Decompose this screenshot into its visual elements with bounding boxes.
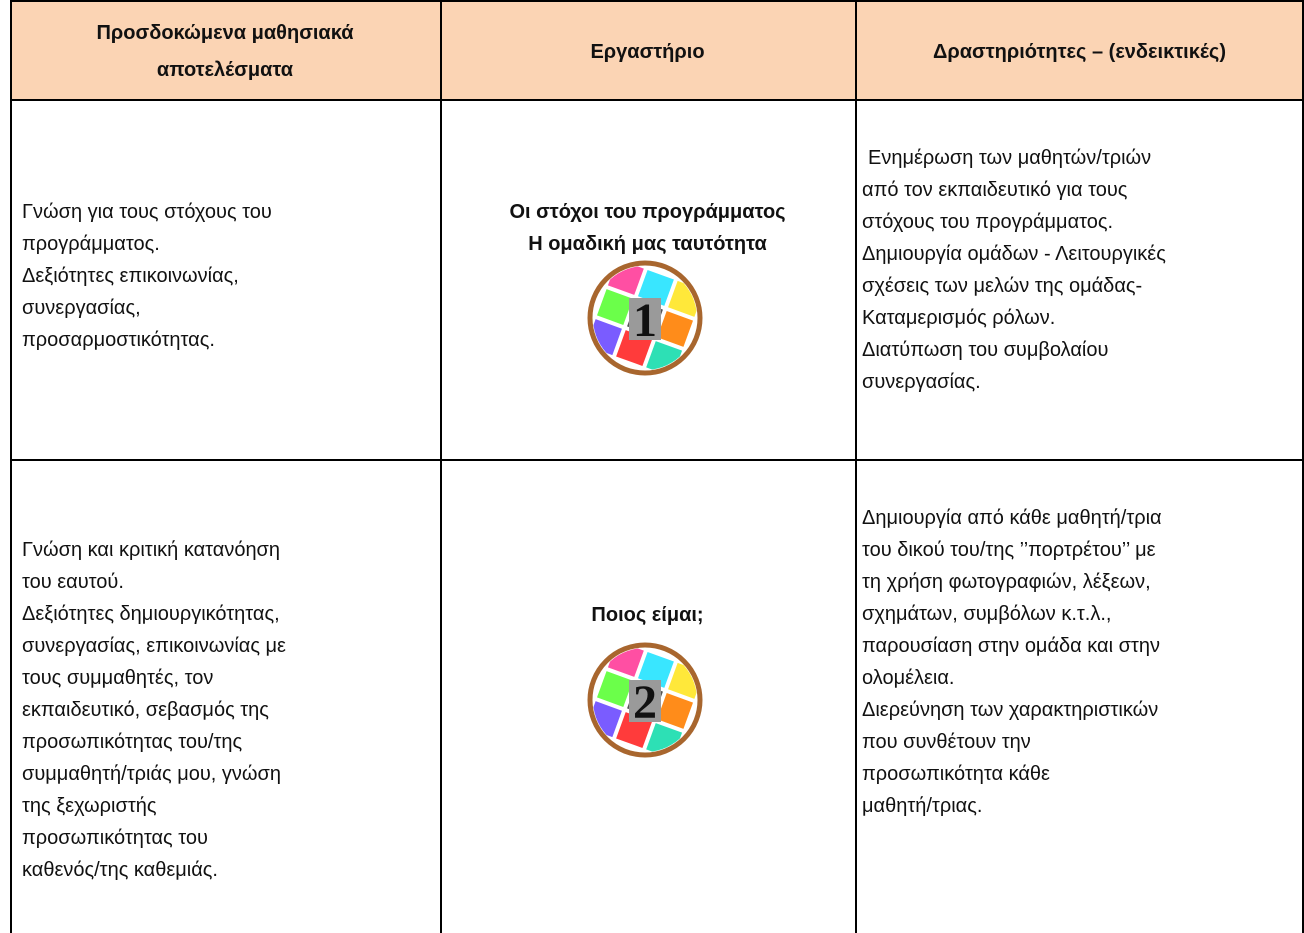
activity-text: μαθητή/τριας. bbox=[862, 795, 983, 817]
header-text: Δραστηριότητες – (ενδεικτικές) bbox=[933, 41, 1226, 63]
cube-icon: 2 bbox=[586, 641, 704, 759]
activity-text: παρουσίαση στην ομάδα και στην bbox=[862, 635, 1160, 657]
outcome-text: του εαυτού. bbox=[22, 571, 124, 593]
outcome-text: συνεργασίας, επικοινωνίας με bbox=[22, 635, 286, 657]
outcome-text: εκπαιδευτικό, σεβασμός της bbox=[22, 699, 269, 721]
activity-text: Διερεύνηση των χαρακτηριστικών bbox=[862, 699, 1159, 721]
outcome-text: προγράμματος. bbox=[22, 233, 160, 255]
border bbox=[10, 0, 1304, 2]
border bbox=[10, 459, 1304, 461]
activity-text: Διατύπωση του συμβολαίου bbox=[862, 339, 1109, 361]
activity-text: συνεργασίας. bbox=[862, 371, 981, 393]
activity-text: στόχους του προγράμματος. bbox=[862, 211, 1114, 233]
activity-text: Δημιουργία από κάθε μαθητή/τρια bbox=[862, 507, 1162, 529]
workshop-number: 2 bbox=[633, 676, 657, 729]
outcome-text: συμμαθητή/τριάς μου, γνώση bbox=[22, 763, 281, 785]
header-text: Προσδοκώμενα μαθησιακά bbox=[96, 22, 354, 44]
outcome-text: Δεξιότητες δημιουργικότητας, bbox=[22, 603, 280, 625]
outcome-text: Δεξιότητες επικοινωνίας, bbox=[22, 265, 239, 287]
outcome-text: Γνώση για τους στόχους του bbox=[22, 201, 272, 223]
header-background bbox=[10, 0, 1304, 100]
activity-text: Ενημέρωση των μαθητών/τριών bbox=[868, 147, 1152, 169]
outcome-text: της ξεχωριστής bbox=[22, 795, 157, 817]
activity-text: σχέσεις των μελών της ομάδας- bbox=[862, 275, 1143, 297]
outcome-text: Γνώση και κριτική κατανόηση bbox=[22, 539, 281, 561]
outcome-text: προσωπικότητας του/της bbox=[22, 731, 243, 753]
activity-text: Καταμερισμός ρόλων. bbox=[862, 307, 1056, 329]
border bbox=[440, 0, 442, 933]
cube-icon: 1 bbox=[586, 259, 704, 377]
activity-text: τη χρήση φωτογραφιών, λέξεων, bbox=[862, 571, 1151, 593]
header-text: Εργαστήριο bbox=[590, 41, 705, 63]
activity-text: προσωπικότητα κάθε bbox=[862, 763, 1050, 785]
activity-text: σχημάτων, συμβόλων κ.τ.λ., bbox=[862, 603, 1112, 625]
workshop-title: Οι στόχοι του προγράμματος bbox=[509, 201, 786, 223]
workshop-title: Η ομαδική μας ταυτότητα bbox=[528, 233, 767, 255]
workshop-number: 1 bbox=[633, 294, 657, 347]
activity-text: Δημιουργία ομάδων - Λειτουργικές bbox=[862, 243, 1166, 265]
border bbox=[10, 0, 12, 933]
activity-text: του δικού του/της ’’πορτρέτου’’ με bbox=[862, 539, 1156, 561]
outcome-text: προσωπικότητας του bbox=[22, 827, 208, 849]
outcome-text: συνεργασίας, bbox=[22, 297, 141, 319]
outcome-text: προσαρμοστικότητας. bbox=[22, 329, 215, 351]
workshop-title: Ποιος είμαι; bbox=[591, 604, 704, 626]
activity-text: ολομέλεια. bbox=[862, 667, 955, 689]
border bbox=[855, 0, 857, 933]
border bbox=[1302, 0, 1304, 933]
outcome-text: καθενός/της καθεμιάς. bbox=[22, 859, 218, 881]
activity-text: από τον εκπαιδευτικό για τους bbox=[862, 179, 1128, 201]
outcome-text: τους συμμαθητές, τον bbox=[22, 667, 214, 689]
header-text: αποτελέσματα bbox=[156, 59, 294, 81]
border bbox=[10, 99, 1304, 101]
activity-text: που συνθέτουν την bbox=[862, 731, 1031, 753]
